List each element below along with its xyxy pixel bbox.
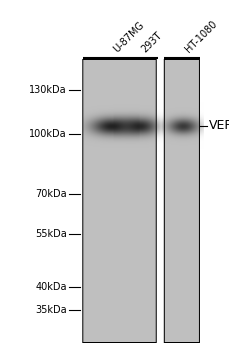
Text: 35kDa: 35kDa: [35, 305, 66, 315]
Text: 70kDa: 70kDa: [35, 189, 66, 199]
Text: 130kDa: 130kDa: [29, 85, 66, 95]
Text: 55kDa: 55kDa: [35, 229, 66, 239]
Text: VEPH1: VEPH1: [208, 119, 229, 132]
Text: 100kDa: 100kDa: [29, 129, 66, 139]
Text: 40kDa: 40kDa: [35, 282, 66, 292]
Text: 293T: 293T: [139, 30, 163, 54]
Text: HT-1080: HT-1080: [182, 19, 218, 54]
Text: U-87MG: U-87MG: [111, 20, 146, 54]
